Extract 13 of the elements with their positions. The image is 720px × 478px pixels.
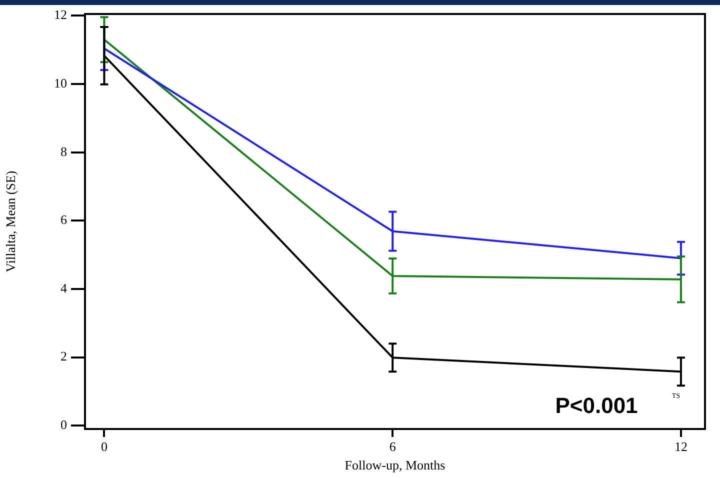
annotation: P<0.001 [555, 393, 638, 418]
y-tick-label: 4 [60, 280, 68, 296]
x-axis-title: Follow-up, Months [344, 458, 446, 473]
y-tick-label: 2 [60, 348, 67, 364]
x-tick-label: 12 [674, 439, 688, 454]
x-tick-label: 6 [389, 439, 396, 454]
y-tick-label: 12 [54, 7, 67, 22]
y-tick-label: 6 [60, 212, 68, 228]
y-tick-label: 10 [54, 75, 67, 90]
x-tick-label: 0 [100, 439, 108, 454]
y-tick-label: 0 [60, 417, 67, 432]
y-tick-label: 8 [60, 144, 67, 159]
y-axis-title: Villalta, Mean (SE) [3, 170, 18, 272]
